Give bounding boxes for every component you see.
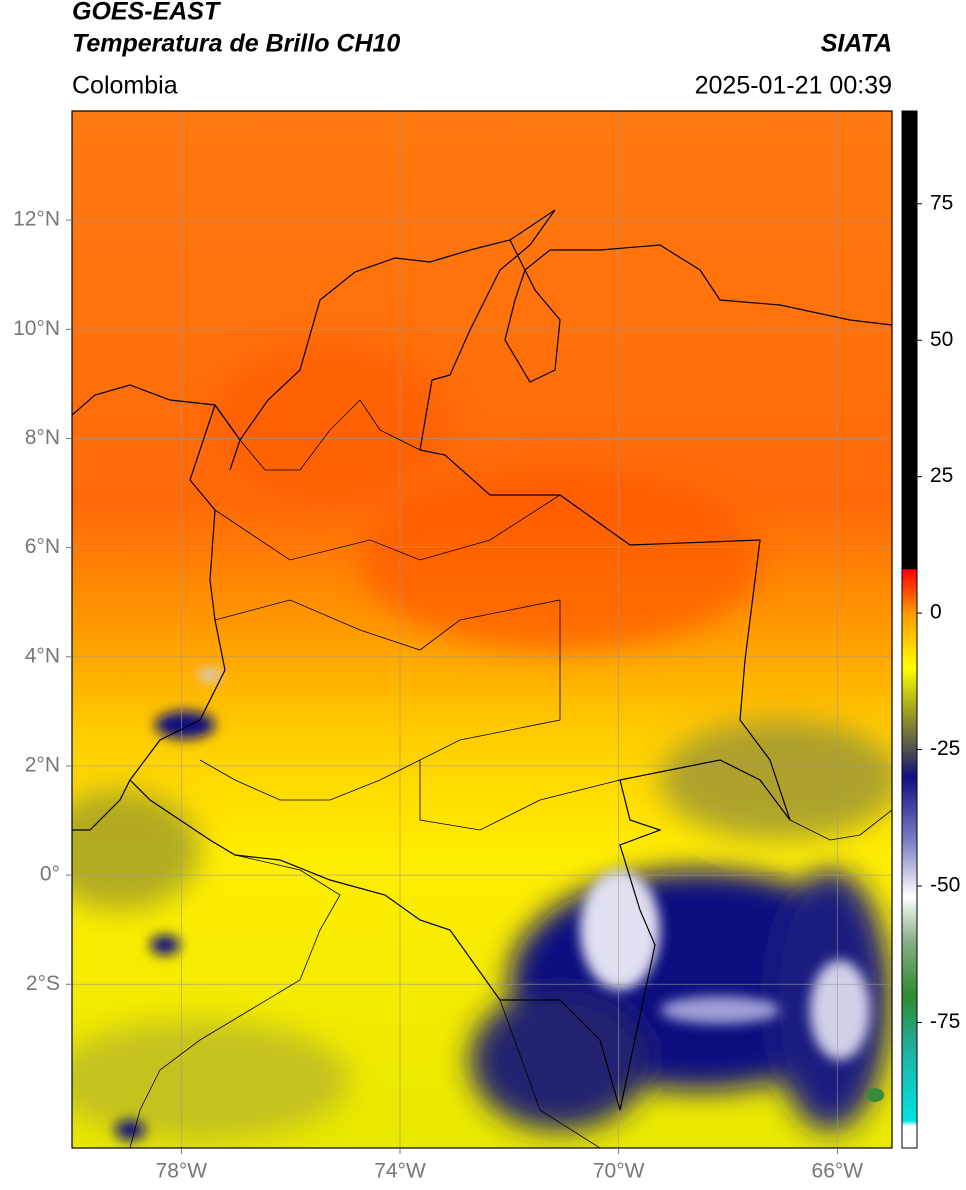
borders	[72, 209, 892, 1148]
colorbar-tick-label: 75	[930, 191, 953, 214]
y-tick-label: 12°N	[13, 208, 60, 231]
colorbar	[901, 110, 918, 1149]
y-tick-label: 2°S	[26, 972, 60, 995]
colorbar-tick-label: -50	[930, 874, 960, 897]
colorbar-tick-label: 50	[930, 328, 953, 351]
title-line-2: Temperatura de Brillo CH10	[72, 30, 400, 58]
colorbar-tick-label: 0	[930, 601, 942, 624]
y-tick-label: 8°N	[25, 426, 60, 449]
x-tick-label: 70°W	[593, 1160, 645, 1183]
source: SIATA	[821, 30, 892, 58]
colorbar-tick-label: -25	[930, 737, 960, 760]
colorbar-tick-label: -75	[930, 1010, 960, 1033]
map-frame	[71, 110, 893, 1149]
x-tick-label: 78°W	[156, 1160, 208, 1183]
imagery	[72, 111, 892, 1148]
ecuador-peru-border	[129, 854, 341, 1148]
venezuela-coast	[504, 239, 892, 383]
peru-brazil-border	[499, 999, 601, 1148]
title-line-1: GOES-EAST	[72, 0, 222, 26]
y-tick-label: 10°N	[13, 317, 60, 340]
departments-4	[419, 760, 621, 831]
departments-3	[199, 599, 561, 801]
x-tick-label: 74°W	[374, 1160, 426, 1183]
colorbar-tick-label: 25	[930, 464, 953, 487]
ecuador-coast	[72, 779, 131, 831]
timestamp: 2025-01-21 00:39	[695, 72, 892, 100]
y-tick-label: 6°N	[25, 535, 60, 558]
departments	[239, 399, 421, 471]
region: Colombia	[72, 72, 178, 100]
venezuela-brazil-border	[789, 809, 892, 841]
x-tick-label: 66°W	[812, 1160, 864, 1183]
y-tick-label: 0°	[40, 863, 60, 886]
grid	[72, 111, 892, 1148]
y-tick-label: 4°N	[25, 644, 60, 667]
y-tick-label: 2°N	[25, 753, 60, 776]
departments-2	[214, 494, 561, 561]
